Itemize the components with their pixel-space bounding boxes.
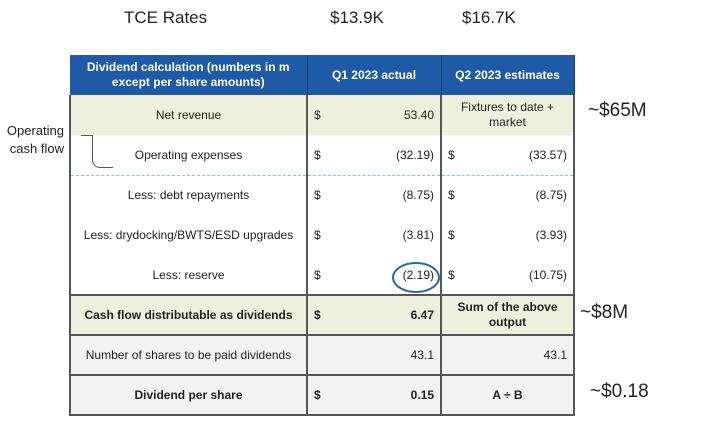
row-label: Less: drydocking/BWTS/ESD upgrades xyxy=(69,215,308,255)
row-label: Less: reserve xyxy=(69,255,308,295)
dps-annotation: ~$0.18 xyxy=(590,381,649,402)
dividend-table: Dividend calculation (numbers in m excep… xyxy=(69,55,575,416)
table-row: Less: drydocking/BWTS/ESD upgrades $ (3.8… xyxy=(69,215,575,255)
currency: $ xyxy=(314,228,321,242)
currency: $ xyxy=(314,188,321,203)
q2-value: 43.1 xyxy=(441,334,575,375)
table-row: Less: reserve $ (2.19) $ (10.75) xyxy=(69,255,575,295)
tce-q1: $13.9K xyxy=(330,8,384,27)
q1-value: 53.40 xyxy=(403,108,434,122)
q2-value: A ÷ B xyxy=(441,374,575,416)
currency: $ xyxy=(448,147,455,162)
q2-value: Fixtures to date + market xyxy=(441,95,575,135)
currency: $ xyxy=(448,228,455,242)
tce-q2: $16.7K xyxy=(462,8,516,27)
currency: $ xyxy=(314,108,321,122)
q1-value: 43.1 xyxy=(307,334,442,375)
table-row: Net revenue $53.40 Fixtures to date + ma… xyxy=(69,95,575,135)
header-1: Q1 2023 actual xyxy=(307,55,442,95)
table-row: Operating expenses $ (32.19) $ (33.57) xyxy=(69,135,575,175)
row-label: Dividend per share xyxy=(69,374,308,416)
row-label: Net revenue xyxy=(69,95,308,135)
currency: $ xyxy=(448,188,455,203)
tce-rates-label: TCE Rates xyxy=(124,8,208,27)
q1-value: 6.47 xyxy=(410,308,434,322)
currency: $ xyxy=(448,267,455,282)
highlight-circle xyxy=(392,262,440,293)
row-label: Less: debt repayments xyxy=(69,174,308,215)
currency: $ xyxy=(314,147,321,162)
header-0: Dividend calculation (numbers in m excep… xyxy=(70,55,308,95)
table-row: Number of shares to be paid dividends 43… xyxy=(69,334,575,375)
currency: $ xyxy=(314,308,321,322)
table-row: Dividend per share $0.15 A ÷ B xyxy=(69,374,575,416)
row-label: Cash flow distributable as dividends xyxy=(69,294,308,335)
q2-value: (3.93) xyxy=(535,228,567,242)
q2-value: (8.75) xyxy=(535,188,567,203)
q2-value: Sum of the above output xyxy=(441,294,575,335)
operating-cash-flow-label: Operating cash flow xyxy=(6,123,64,156)
header-row: Dividend calculation (numbers in m excep… xyxy=(70,55,575,95)
q2-value: (33.57) xyxy=(528,147,567,162)
q1-value: 0.15 xyxy=(410,388,434,402)
table-row: Less: debt repayments $ (8.75) $ (8.75) xyxy=(69,174,575,215)
cashflow-annotation: ~$8M xyxy=(580,302,629,323)
q1-value: (32.19) xyxy=(395,147,434,162)
currency: $ xyxy=(314,388,321,402)
row-label: Operating expenses xyxy=(69,135,308,175)
q1-value: (3.81) xyxy=(402,228,434,242)
q2-value: (10.75) xyxy=(528,267,567,282)
q1-value: (8.75) xyxy=(402,188,434,203)
header-2: Q2 2023 estimates xyxy=(441,55,575,95)
row-label: Number of shares to be paid dividends xyxy=(69,334,308,375)
revenue-annotation: ~$65M xyxy=(588,100,647,121)
table-row: Cash flow distributable as dividends $6.… xyxy=(69,294,575,335)
currency: $ xyxy=(314,267,321,282)
